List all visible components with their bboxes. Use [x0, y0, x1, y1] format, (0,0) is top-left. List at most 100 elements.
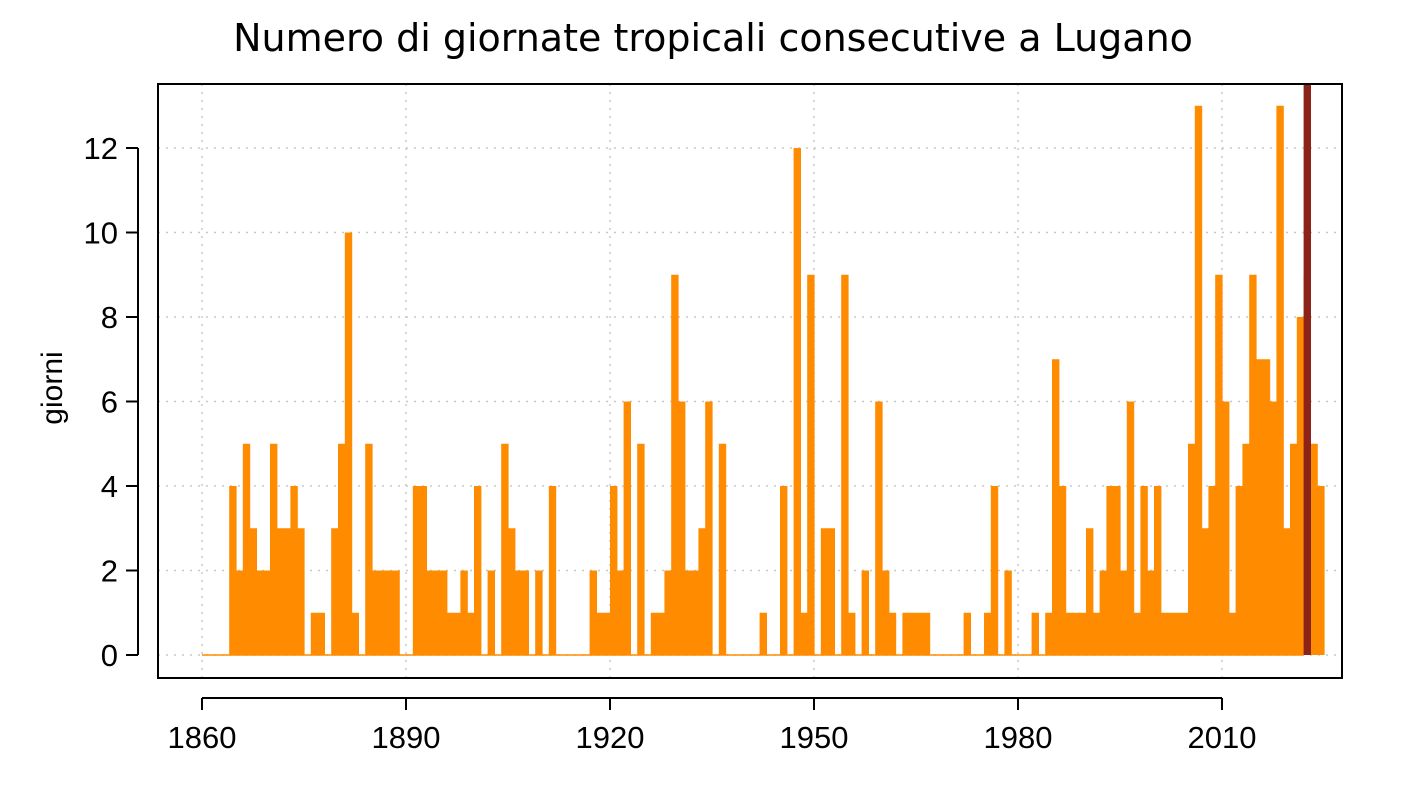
- bar-1900: [474, 486, 482, 655]
- bar-2002: [1167, 612, 1175, 655]
- y-tick-label: 8: [101, 300, 118, 335]
- bar-1986: [1058, 486, 1067, 655]
- bar-1905: [508, 528, 516, 655]
- bar-1976: [990, 486, 999, 655]
- y-tick-label: 2: [101, 554, 118, 589]
- bar-1929: [671, 274, 679, 655]
- bar-1934: [705, 401, 713, 655]
- bar-1893: [426, 570, 434, 655]
- x-tick-label: 1980: [984, 720, 1053, 755]
- bar-1870: [270, 443, 278, 655]
- bar-1887: [385, 570, 393, 655]
- x-tick-label: 1860: [168, 720, 237, 755]
- bar-1868: [256, 570, 264, 655]
- bar-1873: [290, 486, 298, 655]
- bar-1881: [344, 232, 353, 655]
- bar-1899: [467, 612, 475, 655]
- bar-1871: [276, 528, 285, 655]
- bar-1865: [236, 570, 244, 655]
- bar-1880: [338, 443, 346, 655]
- bar-1928: [664, 570, 672, 655]
- bar-1902: [487, 570, 495, 655]
- bar-1988: [1072, 612, 1080, 655]
- bar-1921: [616, 570, 625, 655]
- bar-1964: [909, 612, 917, 655]
- bar-1927: [657, 612, 665, 655]
- y-tick-label: 12: [84, 131, 118, 166]
- x-tick-label: 1920: [576, 720, 645, 755]
- bar-1874: [297, 528, 305, 655]
- bar-1885: [372, 570, 380, 655]
- bar-1989: [1079, 612, 1087, 655]
- bar-1996: [1126, 401, 1135, 655]
- bar-2018: [1276, 105, 1284, 655]
- bar-1879: [331, 528, 339, 655]
- bar-2013: [1242, 443, 1250, 655]
- bar-1975: [984, 612, 992, 655]
- bar-1895: [440, 570, 448, 655]
- bar-2009: [1215, 274, 1223, 655]
- bar-1961: [888, 612, 897, 655]
- x-tick-label: 1890: [372, 720, 441, 755]
- bar-1942: [759, 612, 767, 655]
- bar-1998: [1140, 486, 1148, 655]
- bar-2010: [1222, 401, 1230, 655]
- bar-1951: [820, 528, 829, 655]
- bar-1864: [229, 486, 237, 655]
- bar-2017: [1269, 401, 1277, 655]
- bar-2004: [1181, 612, 1189, 655]
- bar-1966: [922, 612, 931, 655]
- bar-1987: [1065, 612, 1073, 655]
- bar-1963: [902, 612, 910, 655]
- bar-2024: [1317, 486, 1325, 655]
- bar-2019: [1283, 528, 1291, 655]
- bar-1999: [1147, 570, 1155, 655]
- y-axis-label: giorni: [36, 351, 69, 424]
- bar-1993: [1106, 486, 1114, 655]
- bar-1907: [521, 570, 529, 655]
- bar-2007: [1201, 528, 1209, 655]
- bar-1995: [1120, 570, 1128, 655]
- y-tick-label: 10: [84, 216, 118, 251]
- bar-2020: [1290, 443, 1298, 655]
- bar-2016: [1262, 359, 1271, 655]
- x-tick-label: 1950: [780, 720, 849, 755]
- bar-1959: [875, 401, 883, 655]
- bar-1965: [916, 612, 924, 655]
- bar-1930: [678, 401, 686, 655]
- bar-1991: [1092, 612, 1101, 655]
- bar-2012: [1235, 486, 1243, 655]
- bar-1947: [793, 148, 801, 655]
- bar-1936: [718, 443, 727, 655]
- bar-2000: [1154, 486, 1162, 655]
- bar-2003: [1174, 612, 1182, 655]
- bar-1952: [827, 528, 835, 655]
- bar-1898: [460, 570, 468, 655]
- bar-1932: [691, 570, 699, 655]
- bar-2006: [1194, 105, 1203, 655]
- bar-1997: [1133, 612, 1141, 655]
- bar-1949: [807, 274, 815, 655]
- bar-1918: [596, 612, 604, 655]
- bar-1866: [242, 443, 251, 655]
- bar-1904: [501, 443, 509, 655]
- bar-1919: [603, 612, 611, 655]
- bar-1894: [433, 570, 441, 655]
- bar-1906: [514, 570, 523, 655]
- bar-1917: [589, 570, 597, 655]
- bar-1984: [1045, 612, 1053, 655]
- bar-1911: [548, 486, 557, 655]
- bar-1954: [841, 274, 849, 655]
- bar-1909: [535, 570, 543, 655]
- bar-1931: [684, 570, 693, 655]
- axes: 1860 1890 1920 1950 1980 2010 0 2 4 6 8 10 12: [84, 131, 1257, 755]
- bar-1886: [378, 570, 387, 655]
- bar-1985: [1052, 359, 1060, 655]
- bar-1867: [249, 528, 257, 655]
- bar-1869: [263, 570, 271, 655]
- bar-1926: [650, 612, 659, 655]
- x-tick-label: 2010: [1188, 720, 1257, 755]
- bar-1876: [310, 612, 319, 655]
- bar-1877: [317, 612, 325, 655]
- bar-1920: [610, 486, 618, 655]
